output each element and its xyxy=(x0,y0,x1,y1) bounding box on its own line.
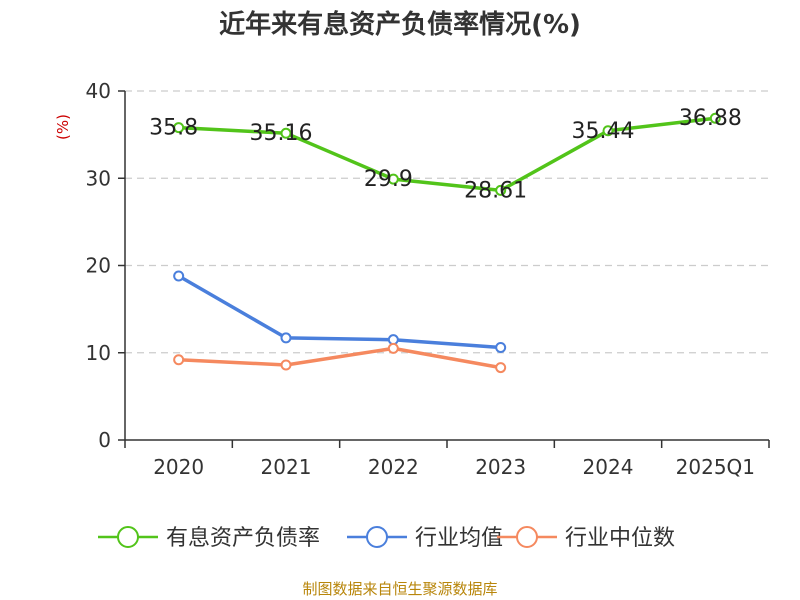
legend-label: 行业中位数 xyxy=(565,526,675,551)
data-point xyxy=(280,127,292,139)
source-note: 制图数据来自恒生聚源数据库 xyxy=(302,580,497,598)
data-point xyxy=(173,354,185,366)
data-point xyxy=(280,332,292,344)
data-label: 35.44 xyxy=(572,119,635,144)
data-label: 28.61 xyxy=(464,178,527,203)
x-tick-label: 2023 xyxy=(475,455,526,479)
data-label: 35.8 xyxy=(149,116,198,141)
data-point xyxy=(602,125,614,137)
series-layer xyxy=(173,112,721,374)
data-point xyxy=(495,342,507,354)
data-point xyxy=(387,334,399,346)
y-tick-label: 20 xyxy=(86,254,111,278)
data-point xyxy=(280,359,292,371)
x-tick-label: 2025Q1 xyxy=(676,455,755,479)
data-point xyxy=(173,270,185,282)
legend-marker xyxy=(117,526,139,548)
y-axis-unit: (%) xyxy=(54,114,72,140)
axes: 0 10 20 30 40 2020 2021 2022 2023 2024 2025Q1 xyxy=(86,79,770,479)
x-tick-label: 2024 xyxy=(583,455,634,479)
data-labels: 35.8 35.16 29.9 28.61 35.44 36.88 xyxy=(149,106,742,203)
y-tick-label: 30 xyxy=(86,166,111,190)
legend-label: 有息资产负债率 xyxy=(166,526,320,551)
legend: 有息资产负债率 行业均值 行业中位数 xyxy=(98,526,675,551)
data-point xyxy=(173,122,185,134)
y-tick-label: 0 xyxy=(98,428,111,452)
y-tick-label: 10 xyxy=(86,341,111,365)
data-label: 35.16 xyxy=(250,121,313,146)
data-point xyxy=(495,362,507,374)
data-point xyxy=(495,184,507,196)
series-line xyxy=(178,346,502,370)
series-line xyxy=(178,116,716,193)
data-label: 29.9 xyxy=(364,167,413,192)
data-point xyxy=(387,173,399,185)
x-tick-label: 2020 xyxy=(153,455,204,479)
series-line xyxy=(177,274,501,350)
data-point xyxy=(387,342,399,354)
chart-title: 近年来有息资产负债率情况(%) xyxy=(219,9,581,40)
y-tick-label: 40 xyxy=(86,79,111,103)
data-label: 36.88 xyxy=(679,106,742,131)
x-tick-label: 2022 xyxy=(368,455,419,479)
legend-marker xyxy=(516,526,538,548)
x-tick-label: 2021 xyxy=(261,455,312,479)
data-point xyxy=(709,112,721,124)
legend-label: 行业均值 xyxy=(415,526,503,551)
legend-marker xyxy=(366,526,388,548)
